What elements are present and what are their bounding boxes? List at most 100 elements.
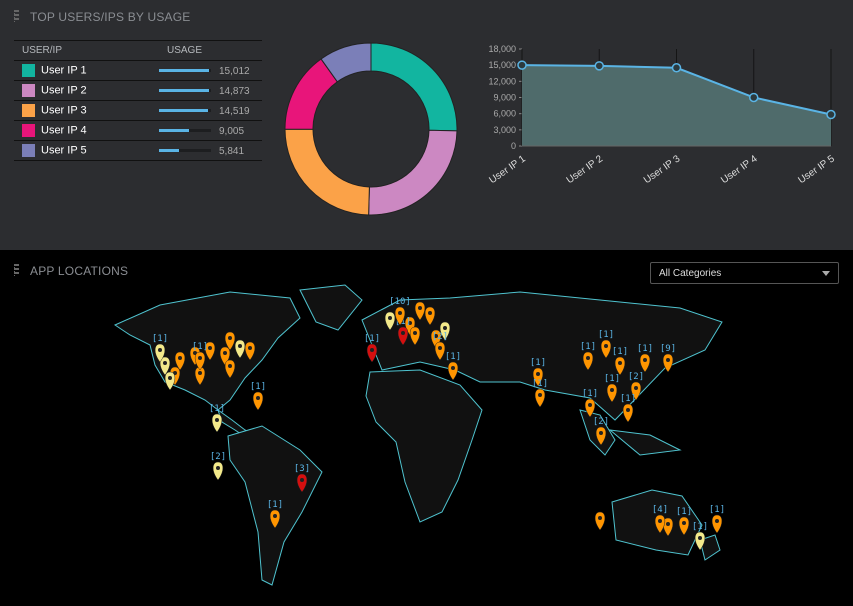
location-pin-icon[interactable] [582,351,594,371]
data-point[interactable] [826,109,836,120]
location-pin-icon[interactable] [224,331,236,351]
usage-value: 9,005 [219,125,245,137]
data-point[interactable] [594,61,604,71]
location-pin-icon[interactable] [414,301,426,321]
usage-bar [159,129,211,133]
color-swatch [22,144,35,157]
location-pin-icon[interactable] [212,461,224,481]
chevron-down-icon [822,271,830,276]
table-row[interactable]: User IP 1 15,012 [14,60,262,81]
y-tick-label: 0 [511,141,516,151]
location-pin-icon[interactable] [534,388,546,408]
marker-count-label: [1] [709,505,725,515]
location-pin-icon[interactable] [164,371,176,391]
location-pin-icon[interactable] [204,341,216,361]
marker-count-label: [1] [152,334,168,344]
usage-donut-chart [284,42,458,216]
location-pin-icon[interactable] [639,353,651,373]
marker-count-label: [1] [692,522,708,532]
usage-value: 5,841 [219,145,245,157]
category-select[interactable]: All Categories [650,262,839,284]
landmass [299,284,363,331]
marker-count-label: [1] [532,379,548,389]
location-pin-icon[interactable] [622,403,634,423]
location-pin-icon[interactable] [595,426,607,446]
donut-slice[interactable] [320,42,372,83]
usage-value: 14,873 [219,85,250,97]
location-pin-icon[interactable] [606,383,618,403]
location-pin-icon[interactable] [397,326,409,346]
landmass [365,369,483,523]
x-tick-label: User IP 2 [565,153,606,186]
drag-handle-icon[interactable] [14,264,19,276]
marker-count-label: [1] [364,334,380,344]
usage-value: 14,519 [219,105,250,117]
marker-count-label: [10] [389,297,411,307]
donut-slice[interactable] [368,129,458,216]
color-swatch [22,104,35,117]
location-pin-icon[interactable] [384,311,396,331]
data-point[interactable] [517,60,527,70]
location-pin-icon[interactable] [439,321,451,341]
location-pin-icon[interactable] [159,356,171,376]
table-row[interactable]: User IP 5 5,841 [14,140,262,161]
marker-count-label: [3] [294,464,310,474]
col-user: USER/IP [14,40,159,61]
drag-handle-icon[interactable] [14,10,19,22]
location-pin-icon[interactable] [194,351,206,371]
location-pin-icon[interactable] [409,326,421,346]
color-swatch [22,64,35,77]
usage-value: 15,012 [219,65,250,77]
marker-count-label: [1] [598,330,614,340]
marker-count-label: [1] [530,358,546,368]
marker-count-label: [9] [660,344,676,354]
location-pin-icon[interactable] [394,306,406,326]
usage-area-chart: 0 3,000 6,000 9,000 12,000 15,000 18,000 User I… [487,44,837,186]
usage-bar [159,109,211,113]
x-tick-label: User IP 3 [642,153,683,186]
location-pin-icon[interactable] [594,511,606,531]
location-pin-icon[interactable] [694,531,706,551]
location-pin-icon[interactable] [434,341,446,361]
location-pin-icon[interactable] [678,516,690,536]
table-row[interactable]: User IP 2 14,873 [14,80,262,101]
color-swatch [22,84,35,97]
location-pin-icon[interactable] [154,343,166,363]
location-pin-icon[interactable] [269,509,281,529]
location-pin-icon[interactable] [234,339,246,359]
location-pin-icon[interactable] [252,391,264,411]
location-pin-icon[interactable] [424,306,436,326]
x-tick-label: User IP 1 [487,153,528,186]
table-row[interactable]: User IP 3 14,519 [14,100,262,121]
area-fill [522,65,831,146]
location-pin-icon[interactable] [447,361,459,381]
location-pin-icon[interactable] [662,353,674,373]
data-point[interactable] [671,63,682,73]
location-pin-icon[interactable] [600,339,612,359]
location-pin-icon[interactable] [614,356,626,376]
donut-slice[interactable] [370,42,458,132]
location-pin-icon[interactable] [174,351,186,371]
location-pin-icon[interactable] [662,517,674,537]
landmass [699,534,721,561]
location-pin-icon[interactable] [630,381,642,401]
location-pin-icon[interactable] [296,473,308,493]
table-row[interactable]: User IP 4 9,005 [14,120,262,141]
location-pin-icon[interactable] [211,413,223,433]
location-pin-icon[interactable] [711,514,723,534]
marker-count-label: [2] [593,417,609,427]
marker-count-label: [1] [192,342,208,352]
location-pin-icon[interactable] [532,367,544,387]
data-point[interactable] [749,92,759,103]
location-pin-icon[interactable] [584,398,596,418]
location-pin-icon[interactable] [224,359,236,379]
location-pin-icon[interactable] [654,514,666,534]
marker-count-label: [2] [432,332,448,342]
donut-slice[interactable] [284,128,370,216]
location-pin-icon[interactable] [244,341,256,361]
location-pin-icon[interactable] [366,343,378,363]
usage-bar [159,149,211,153]
y-tick-label: 12,000 [488,76,516,86]
marker-count-label: [1] [612,347,628,357]
world-map[interactable]: [1][1][2][1][3][1][1][1][1][1][1][2][1][… [0,250,853,606]
